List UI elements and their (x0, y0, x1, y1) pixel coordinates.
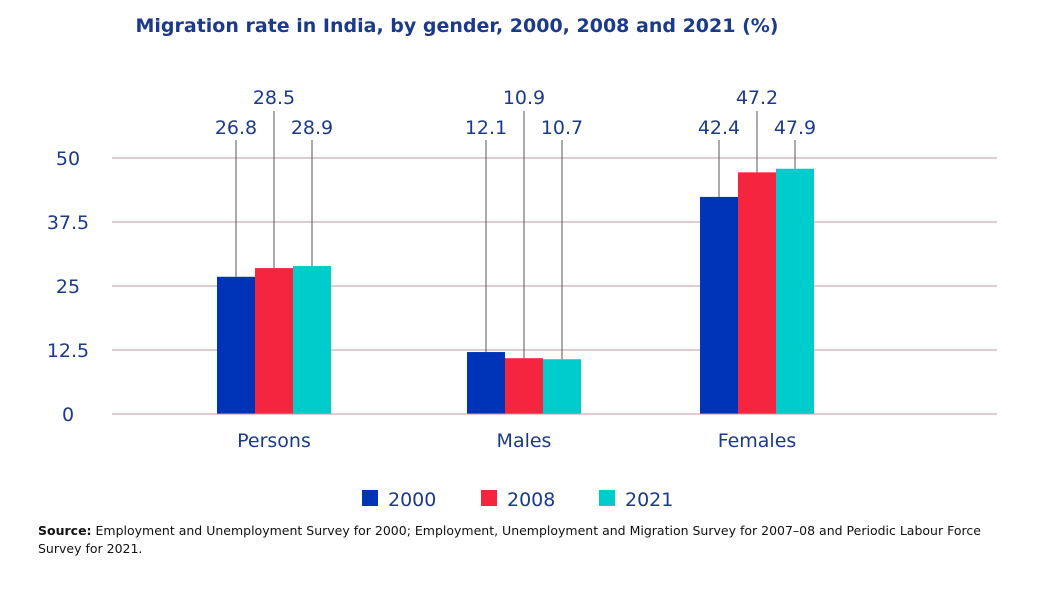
data-label: 10.7 (541, 117, 583, 139)
legend-label: 2008 (507, 489, 555, 511)
legend-label: 2021 (625, 489, 673, 511)
data-label: 10.9 (503, 87, 545, 109)
x-tick-label: Persons (237, 430, 311, 452)
chart: Migration rate in India, by gender, 2000… (47, 15, 997, 511)
data-label: 42.4 (698, 117, 740, 139)
y-tick-label: 50 (56, 148, 80, 170)
bar (467, 352, 505, 414)
source-text: Employment and Unemployment Survey for 2… (38, 523, 981, 556)
bar (293, 266, 331, 414)
bar (738, 172, 776, 414)
bar (700, 196, 738, 414)
bar (217, 276, 255, 414)
data-label: 47.2 (736, 87, 778, 109)
data-label: 47.9 (774, 117, 816, 139)
bar (505, 358, 543, 414)
bars (112, 168, 997, 415)
x-axis-ticks: Persons Males Females (237, 430, 796, 452)
y-tick-label: 0 (62, 404, 74, 426)
source-label: Source: (38, 523, 92, 538)
legend-swatch (362, 490, 378, 506)
data-label: 28.5 (253, 87, 295, 109)
x-tick-label: Females (718, 430, 797, 452)
data-label: 12.1 (465, 117, 507, 139)
y-axis-ticks: 0 12.5 25 37.5 50 (47, 148, 89, 426)
legend: 2000 2008 2021 (362, 489, 673, 511)
source-note: Source: Employment and Unemployment Surv… (38, 522, 1028, 558)
x-tick-label: Males (497, 430, 552, 452)
legend-swatch (481, 490, 497, 506)
y-tick-label: 37.5 (47, 212, 89, 234)
data-label: 28.9 (291, 117, 333, 139)
label-leader-lines (235, 111, 796, 360)
legend-swatch (599, 490, 615, 506)
bar (543, 359, 581, 414)
bar (776, 168, 814, 414)
legend-label: 2000 (388, 489, 436, 511)
chart-title: Migration rate in India, by gender, 2000… (136, 15, 779, 37)
data-labels: 26.8 28.5 28.9 12.1 10.9 10.7 42.4 47.2 47.9 (215, 87, 816, 139)
y-tick-label: 12.5 (47, 340, 89, 362)
y-tick-label: 25 (56, 276, 80, 298)
bar (255, 268, 293, 414)
data-label: 26.8 (215, 117, 257, 139)
